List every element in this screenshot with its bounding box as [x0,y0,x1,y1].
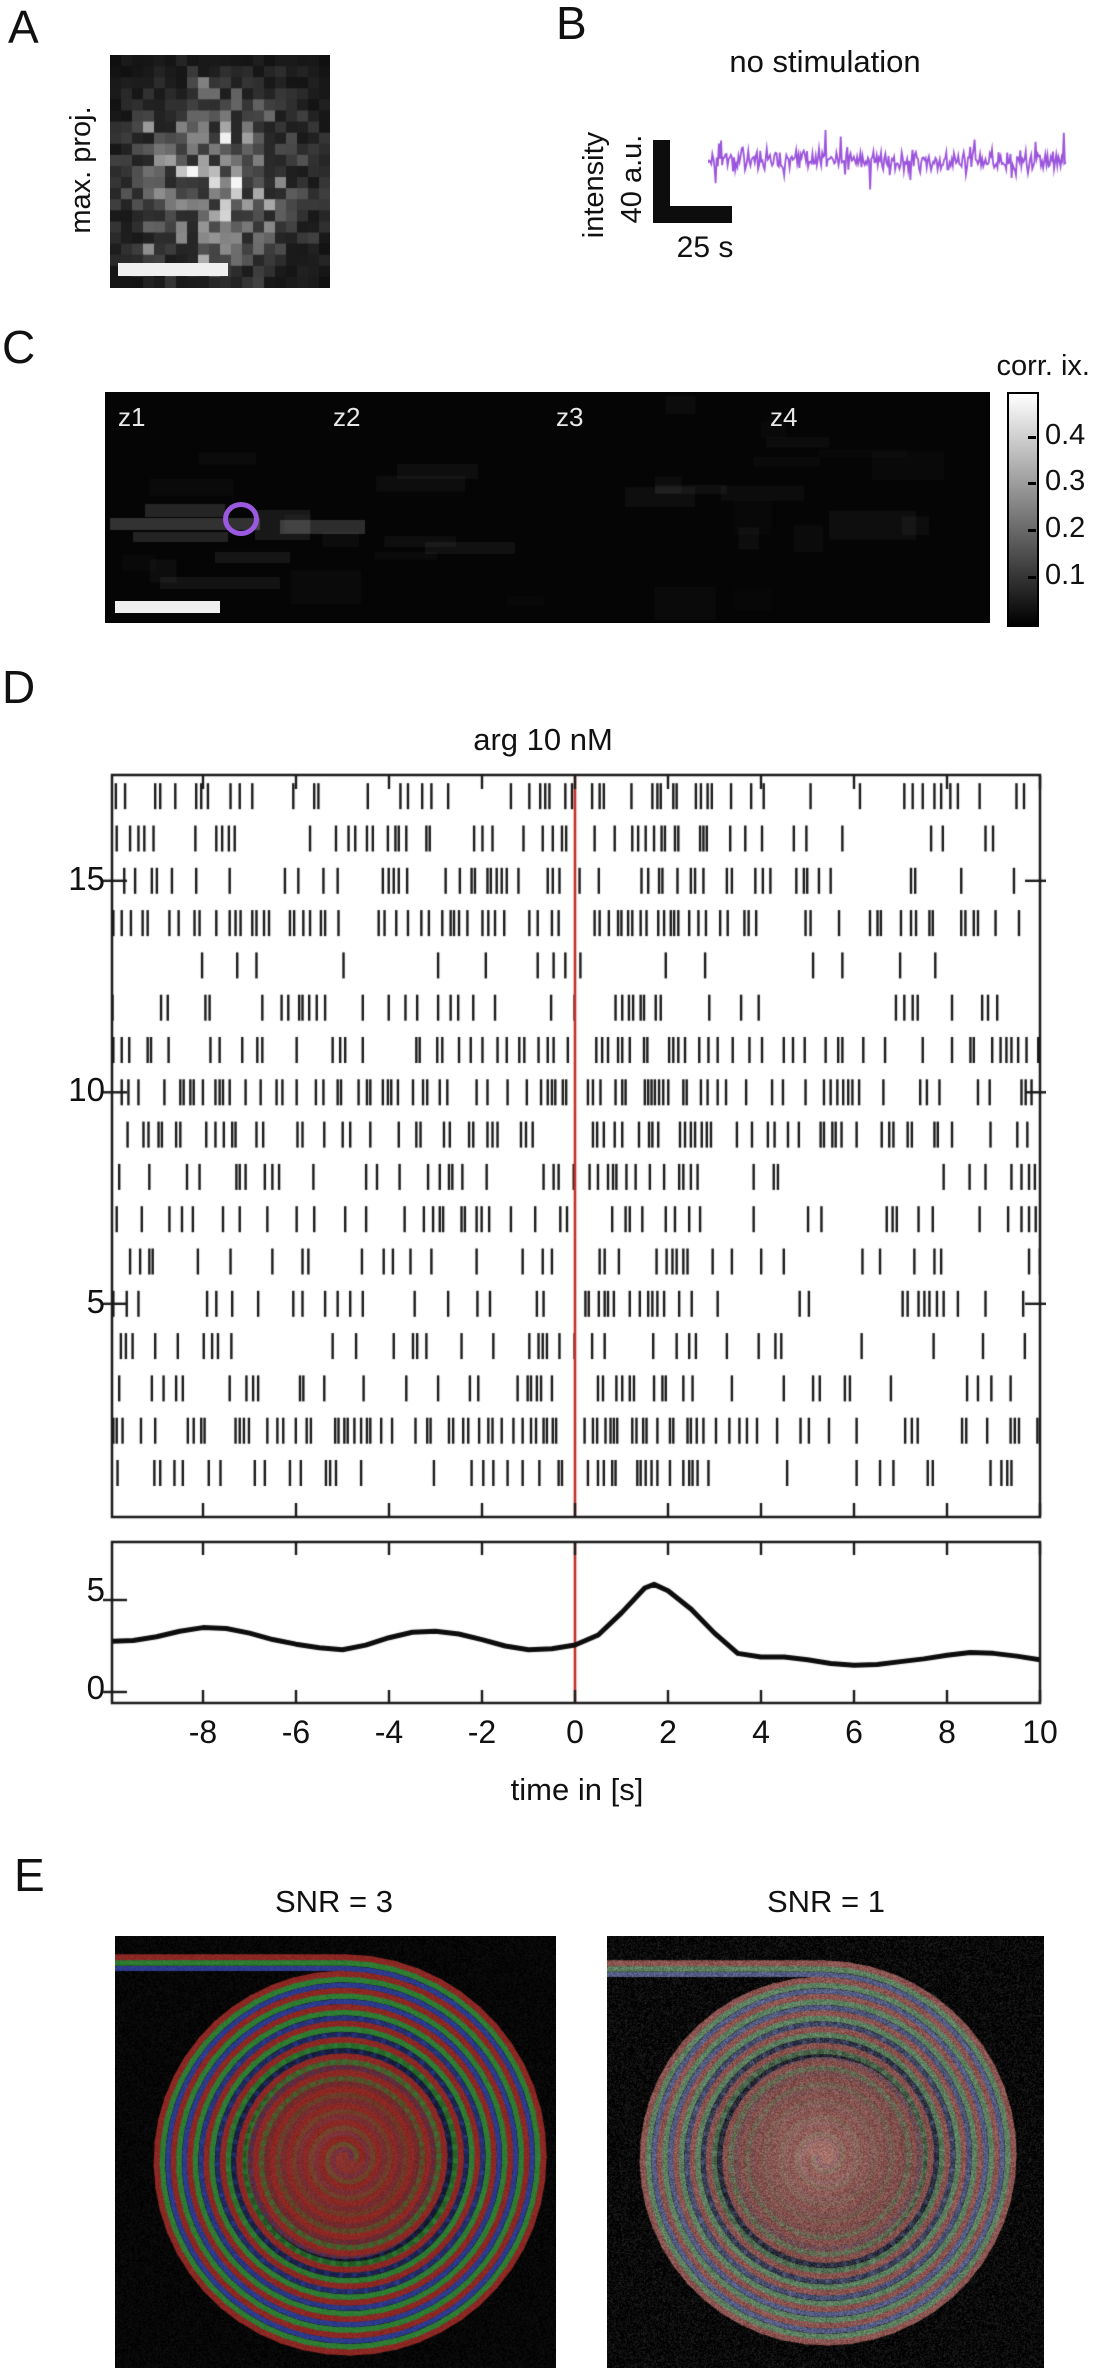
panel-c-z1-label: z1 [118,402,146,432]
panel-b-title: no stimulation [729,44,921,79]
colorbar-title: corr. ix. [996,350,1090,382]
colorbar-tick-mark [1028,482,1036,485]
panel-c-z3-label: z3 [556,402,584,432]
raster-y-tick-label: 15 [68,860,105,897]
colorbar-tick-mark [1028,436,1036,439]
psth-x-tick-label: 8 [938,1714,956,1750]
panel-b-scalebar-vertical [653,140,670,223]
psth-x-tick-label: 6 [845,1714,863,1750]
panel-c-roi-circle [223,502,259,536]
panel-b-xscale-label: 25 s [676,231,734,264]
panel-c-letter: C [2,321,36,373]
panel-a-scale-bar [118,263,228,276]
psth-x-tick-label: 10 [1022,1714,1058,1750]
colorbar-tick-mark [1028,576,1036,579]
psth-y-tick-label: 5 [86,1571,105,1608]
panel-e-letter: E [14,1849,45,1901]
panel-d-psth-plot [100,1540,1046,1706]
panel-c-scale-bar [115,601,220,613]
panel-b-ylabel: intensity [578,131,610,239]
psth-x-tick-label: 4 [752,1714,770,1750]
raster-y-tick-label: 10 [68,1071,105,1108]
panel-d-letter: D [2,661,36,713]
panel-e-title-snr1: SNR = 1 [766,1884,886,1919]
colorbar-tick-label: 0.4 [1045,419,1086,451]
panel-e-title-snr3: SNR = 3 [274,1884,394,1919]
panel-e-spiral-snr3-image [115,1936,556,2368]
panel-d-xlabel: time in [s] [510,1772,644,1807]
panel-c-z4-label: z4 [770,402,798,432]
psth-x-tick-label: -6 [281,1714,311,1750]
panel-e-spiral-snr1-image [607,1936,1044,2368]
panel-d-raster-plot [100,773,1046,1521]
panel-b-scalebar-horizontal [653,206,732,223]
panel-c-z2-label: z2 [333,402,361,432]
panel-b-letter: B [556,0,587,49]
psth-x-tick-label: -2 [467,1714,497,1750]
panel-b-intensity-trace [708,118,1068,204]
panel-a-letter: A [8,1,39,53]
psth-x-tick-label: -4 [374,1714,404,1750]
panel-a-max-projection-image [110,55,330,288]
psth-x-tick-label: -8 [188,1714,218,1750]
colorbar [1007,392,1039,627]
colorbar-tick-label: 0.1 [1045,559,1086,591]
psth-x-tick-label: 0 [566,1714,584,1750]
psth-y-tick-label: 0 [86,1669,105,1706]
raster-y-tick-label: 5 [86,1283,105,1320]
colorbar-tick-label: 0.2 [1045,512,1086,544]
psth-x-tick-label: 2 [659,1714,677,1750]
panel-a-side-label: max. proj. [65,106,97,234]
panel-b-yscale-label: 40 a.u. [616,134,648,224]
panel-d-title: arg 10 nM [473,722,613,757]
colorbar-tick-mark [1028,529,1036,532]
colorbar-tick-label: 0.3 [1045,465,1086,497]
